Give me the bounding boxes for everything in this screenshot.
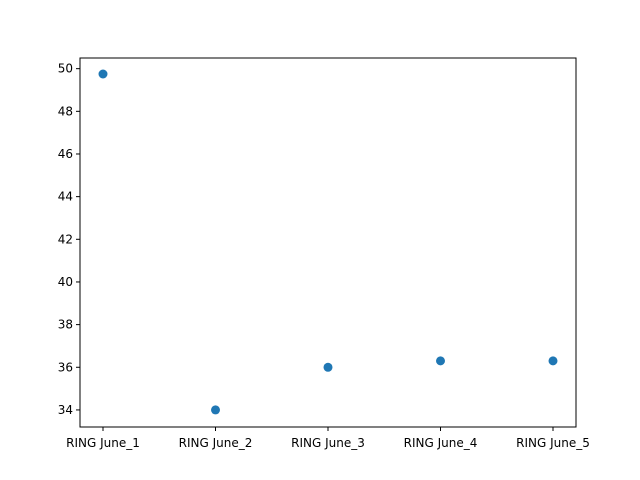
y-tick-label: 34 [58,403,73,417]
data-point [548,356,558,366]
x-tick-label: RING June_3 [291,436,365,450]
y-tick-label: 42 [58,232,73,246]
x-tick-label: RING June_1 [66,436,140,450]
x-tick-label: RING June_4 [404,436,478,450]
y-tick-label: 50 [58,62,73,76]
data-point [211,405,220,415]
x-axis-ticks: RING June_1 RING June_2 RING June_3 RING Ju… [66,427,590,450]
y-tick-label: 46 [58,147,73,161]
y-tick-label: 48 [58,104,73,118]
data-point [98,69,108,79]
x-tick-label: RING June_5 [516,436,590,450]
y-tick-label: 36 [58,360,73,374]
y-tick-label: 44 [58,190,73,204]
data-point [436,356,445,366]
y-axis-ticks: 34 36 38 40 42 44 46 48 50 [58,62,80,417]
data-point [323,362,333,372]
y-tick-label: 40 [58,275,73,289]
y-tick-label: 38 [58,318,73,332]
data-points [98,69,558,415]
x-tick-label: RING June_2 [179,436,253,450]
